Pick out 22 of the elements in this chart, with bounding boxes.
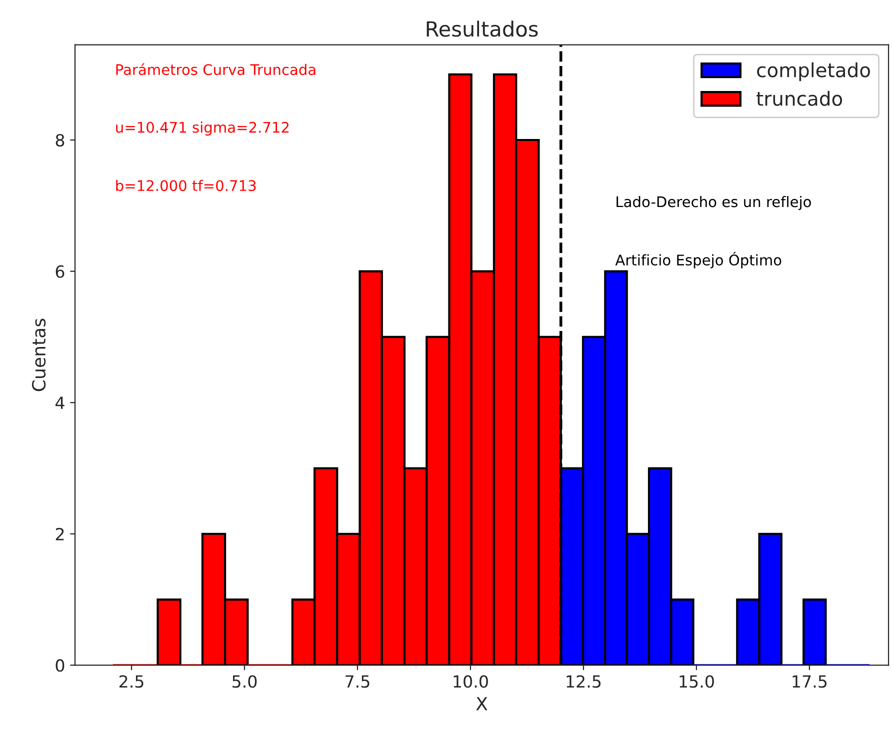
y-tick-label: 4 (56, 396, 64, 409)
x-tick-label: 12.5 (566, 675, 601, 688)
x-tick-label: 17.5 (792, 675, 827, 688)
y-tick-label: 6 (56, 265, 64, 278)
x-tick-label: 15.0 (680, 675, 714, 688)
annotation: b=12.000 tf=0.713 (116, 180, 256, 192)
y-tick-label: 2 (56, 528, 64, 540)
y-axis-title: Cuentas (32, 318, 46, 392)
chart-title: Resultados (426, 20, 538, 37)
legend-label: truncado (756, 90, 842, 106)
annotation: Parámetros Curva Truncada (116, 63, 316, 76)
x-tick-label: 5.0 (232, 675, 257, 688)
y-tick-label: 0 (56, 659, 64, 672)
annotation: Artificio Espejo Óptimo (615, 252, 782, 268)
x-axis-title: X (476, 697, 488, 710)
annotation: Lado-Derecho es un reflejo (616, 196, 811, 210)
y-tick-label: 8 (56, 134, 64, 147)
x-tick-label: 2.5 (119, 675, 144, 688)
legend-label: completado (757, 62, 870, 82)
x-tick-label: 10.0 (454, 675, 488, 688)
x-tick-label: 7.5 (346, 675, 370, 688)
annotation: u=10.471 sigma=2.712 (116, 122, 289, 136)
